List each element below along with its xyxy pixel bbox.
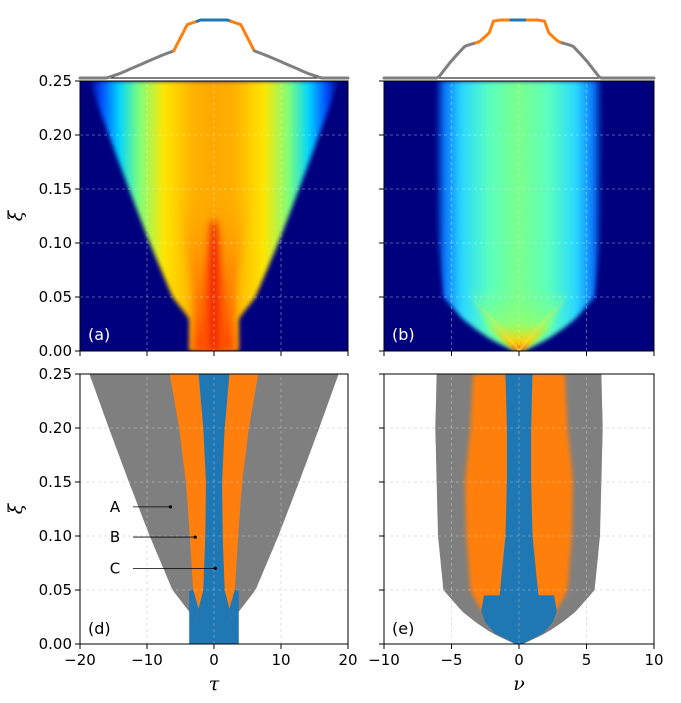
x-tick-label: 20: [338, 651, 357, 669]
panel-b-fringe-line: [474, 301, 520, 351]
y-tick-label: 0.05: [39, 581, 72, 599]
annotation-dot: [168, 505, 173, 509]
profile-segment-orange: [172, 19, 199, 53]
y-tick-label: 0.00: [39, 342, 72, 360]
panel-e-region-blue: [497, 374, 541, 644]
y-tick-label: 0.15: [39, 180, 72, 198]
y-tick-label: 0.25: [39, 72, 72, 90]
profile-segment-gray: [560, 41, 656, 80]
y-axis-label-bottom: ξ: [5, 502, 27, 514]
y-tick-label: 0.00: [39, 635, 72, 653]
x-tick-label: 0: [209, 651, 219, 669]
profile-segment-orange: [525, 18, 564, 45]
y-tick-label: 0.25: [39, 365, 72, 383]
y-tick-label: 0.10: [39, 527, 72, 545]
profile-plot-top-right: [382, 18, 656, 80]
y-axis-label-top: ξ: [5, 209, 27, 221]
annotation-dot: [193, 535, 197, 539]
panel-b-fringe-line: [496, 320, 520, 351]
panel-a-heatmap: (a): [79, 80, 349, 352]
x-tick-label: 0: [514, 651, 524, 669]
panel-b-fringe-line: [503, 327, 520, 351]
annotation-label: B: [110, 528, 120, 546]
panel-d-annotations: ABC: [110, 498, 217, 577]
annotation-label: C: [110, 559, 120, 577]
panel-d-region-blue: [189, 374, 239, 644]
profile-segment-orange: [474, 18, 513, 45]
profile-plot-top-left: [78, 18, 350, 80]
panel-b-heatmap: (b): [383, 80, 655, 352]
profile-segment-gray: [382, 41, 478, 80]
panel-b-fringe-line: [518, 307, 557, 351]
panel-b-field-tip: [465, 243, 573, 351]
y-tick-label: 0.15: [39, 473, 72, 491]
panel-b-fringe-line: [518, 314, 550, 351]
panel-b-label: (b): [392, 325, 415, 344]
panel-b-fringe-line: [488, 314, 520, 351]
x-tick-label: −5: [440, 651, 462, 669]
x-tick-label: −20: [64, 651, 96, 669]
x-axis-label-left: τ: [209, 673, 220, 695]
profile-segment-orange: [229, 19, 256, 53]
y-tick-label: 0.05: [39, 288, 72, 306]
x-tick-label: 10: [271, 651, 290, 669]
panel-b-fringe-line: [518, 327, 535, 351]
panel-b-fringe-line: [518, 320, 542, 351]
panel-b-fringe-line: [518, 301, 564, 351]
y-tick-label: 0.20: [39, 126, 72, 144]
panel-b-fringe-line: [511, 333, 520, 351]
x-tick-label: 5: [582, 651, 592, 669]
y-tick-label: 0.20: [39, 419, 72, 437]
panel-a-field-inner-core: [203, 221, 225, 351]
x-tick-label: −10: [368, 651, 400, 669]
panel-b-fringe-line: [481, 307, 520, 351]
x-axis-label-right: ν: [513, 673, 525, 695]
panel-d-label: (d): [88, 619, 111, 638]
x-tick-label: −10: [131, 651, 163, 669]
profile-segment-gray: [78, 49, 176, 80]
profile-segment-gray: [252, 49, 350, 80]
axes: 0.00 0.05 0.10 0.15 0.20 0.25 0.00 0.05 0.10 0.15…: [5, 72, 664, 695]
panel-e-label: (e): [392, 619, 414, 638]
y-tick-label: 0.10: [39, 234, 72, 252]
panel-b-fringe-line: [518, 333, 527, 351]
panel-a-label: (a): [88, 325, 110, 344]
panel-d-regions: (d) ABC: [79, 373, 349, 645]
annotation-dot: [213, 566, 217, 571]
profile-segment-blue: [195, 18, 233, 23]
annotation-label: A: [110, 498, 121, 516]
x-tick-label: 10: [644, 651, 663, 669]
panel-e-regions: (e): [383, 373, 655, 645]
